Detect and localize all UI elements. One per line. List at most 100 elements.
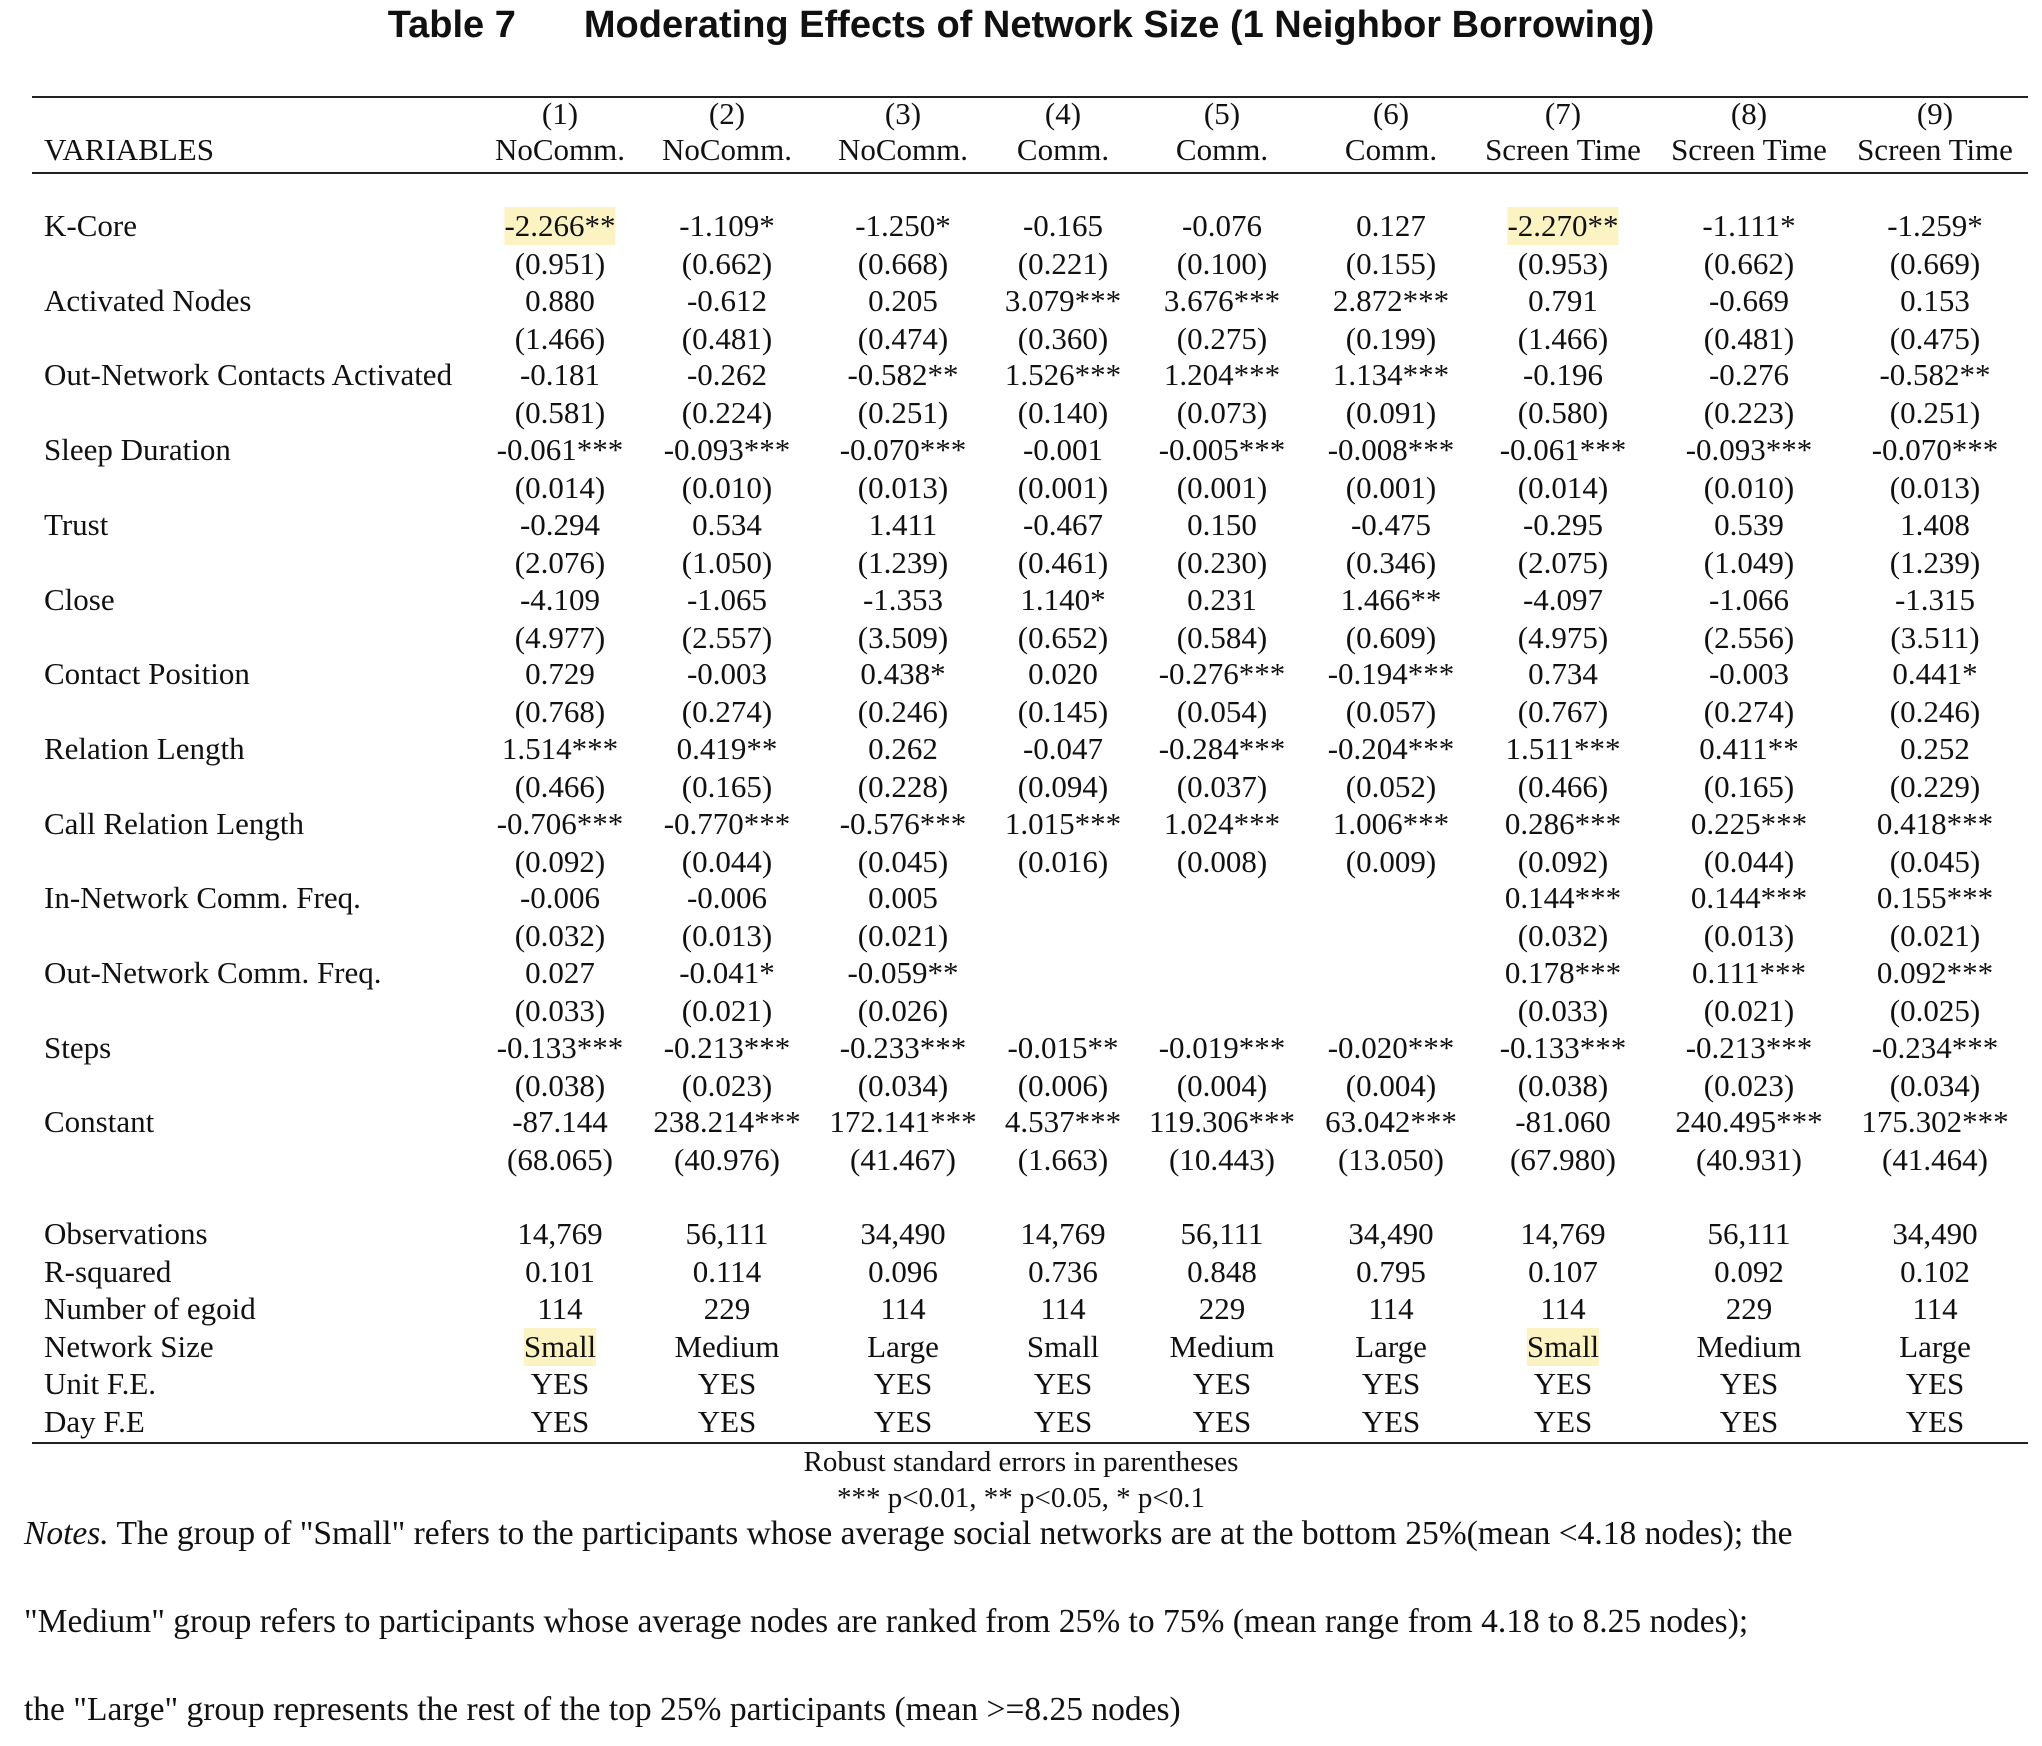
standard-error-cell: (0.199) bbox=[1345, 321, 1437, 356]
standard-error-cell: (0.033) bbox=[514, 993, 606, 1028]
coefficient-cell: -0.582** bbox=[1879, 357, 1991, 392]
coefficient-cell: -0.233*** bbox=[839, 1030, 967, 1065]
coefficient-cell: 0.411** bbox=[1699, 731, 1799, 766]
footnote-significance: *** p<0.01, ** p<0.05, * p<0.1 bbox=[836, 1482, 1206, 1514]
coefficient-cell: 0.005 bbox=[868, 880, 938, 915]
variable-name: Contact Position bbox=[44, 656, 250, 691]
coefficient-cell: -0.005*** bbox=[1158, 432, 1286, 467]
standard-error-cell: (0.014) bbox=[514, 470, 606, 505]
standard-error-cell: (0.223) bbox=[1703, 395, 1795, 430]
coefficient-cell: -0.181 bbox=[519, 357, 601, 392]
coefficient-cell: -1.109* bbox=[679, 208, 775, 243]
stat-value-cell: YES bbox=[873, 1366, 933, 1401]
standard-error-cell: (2.556) bbox=[1703, 620, 1795, 655]
standard-error-cell: (68.065) bbox=[507, 1142, 613, 1177]
standard-error-cell: (0.662) bbox=[681, 246, 773, 281]
coefficient-cell: -0.070*** bbox=[1871, 432, 1999, 467]
table-title: Table 7 Moderating Effects of Network Siz… bbox=[0, 4, 2042, 47]
stat-value-cell: Large bbox=[1899, 1329, 1971, 1364]
standard-error-cell: (0.013) bbox=[681, 918, 773, 953]
stat-value-cell: 0.795 bbox=[1356, 1254, 1426, 1289]
column-name: NoComm. bbox=[494, 132, 626, 167]
column-name: Comm. bbox=[1175, 132, 1269, 167]
coefficient-cell: 1.408 bbox=[1900, 507, 1970, 542]
stat-value-cell: YES bbox=[1361, 1404, 1421, 1439]
coefficient-cell: -0.234*** bbox=[1871, 1030, 1999, 1065]
standard-error-cell: (10.443) bbox=[1169, 1142, 1275, 1177]
stat-value-cell: YES bbox=[1361, 1366, 1421, 1401]
coefficient-cell: 0.111*** bbox=[1692, 955, 1806, 990]
standard-error-cell: (0.026) bbox=[857, 993, 949, 1028]
standard-error-cell: (40.976) bbox=[674, 1142, 780, 1177]
column-name: Screen Time bbox=[1671, 132, 1827, 167]
stat-name: Observations bbox=[44, 1216, 208, 1251]
stat-value-cell: 0.848 bbox=[1187, 1254, 1257, 1289]
coefficient-cell: 0.144*** bbox=[1504, 880, 1622, 915]
column-number: (9) bbox=[1916, 96, 1954, 131]
standard-error-cell: (0.584) bbox=[1176, 620, 1268, 655]
stat-value-cell: 34,490 bbox=[1348, 1216, 1434, 1251]
stat-value-cell: 0.107 bbox=[1528, 1254, 1598, 1289]
stat-value-cell: Small bbox=[523, 1328, 597, 1366]
standard-error-cell: (0.953) bbox=[1517, 246, 1609, 281]
column-number: (2) bbox=[708, 96, 746, 131]
stat-name: Day F.E bbox=[44, 1404, 145, 1439]
coefficient-cell: 0.027 bbox=[525, 955, 595, 990]
coefficient-cell: 0.155*** bbox=[1876, 880, 1994, 915]
coefficient-cell: 238.214*** bbox=[653, 1104, 801, 1139]
standard-error-cell: (0.580) bbox=[1517, 395, 1609, 430]
coefficient-cell: 0.262 bbox=[868, 731, 938, 766]
coefficient-cell: -0.213*** bbox=[1685, 1030, 1813, 1065]
coefficient-cell: 0.880 bbox=[525, 283, 595, 318]
stat-value-cell: 56,111 bbox=[1180, 1216, 1264, 1251]
standard-error-cell: (4.977) bbox=[514, 620, 606, 655]
column-name: NoComm. bbox=[661, 132, 793, 167]
variable-name: Constant bbox=[44, 1104, 155, 1139]
stat-value-cell: YES bbox=[1533, 1404, 1593, 1439]
stat-value-cell: 114 bbox=[1540, 1291, 1586, 1326]
standard-error-cell: (0.481) bbox=[1703, 321, 1795, 356]
stat-value-cell: YES bbox=[873, 1404, 933, 1439]
standard-error-cell: (0.045) bbox=[857, 844, 949, 879]
standard-error-cell: (0.023) bbox=[1703, 1068, 1795, 1103]
standard-error-cell: (13.050) bbox=[1338, 1142, 1444, 1177]
coefficient-cell: 0.729 bbox=[525, 656, 595, 691]
coefficient-cell: 119.306*** bbox=[1148, 1104, 1296, 1139]
stat-value-cell: 229 bbox=[1198, 1291, 1246, 1326]
standard-error-cell: (0.032) bbox=[514, 918, 606, 953]
notes-text-1: The group of "Small" refers to the parti… bbox=[108, 1515, 1793, 1552]
coefficient-cell: 0.153 bbox=[1900, 283, 1970, 318]
standard-error-cell: (0.275) bbox=[1176, 321, 1268, 356]
coefficient-cell: -0.294 bbox=[519, 507, 601, 542]
standard-error-cell: (1.663) bbox=[1017, 1142, 1109, 1177]
standard-error-cell: (0.767) bbox=[1517, 694, 1609, 729]
coefficient-cell: -0.612 bbox=[686, 283, 768, 318]
table-label: Table 7 bbox=[387, 4, 516, 46]
standard-error-cell: (0.669) bbox=[1889, 246, 1981, 281]
top-rule bbox=[32, 96, 2028, 98]
column-number: (7) bbox=[1544, 96, 1582, 131]
stat-value-cell: YES bbox=[530, 1404, 590, 1439]
standard-error-cell: (0.481) bbox=[681, 321, 773, 356]
standard-error-cell: (0.246) bbox=[857, 694, 949, 729]
variable-name: In-Network Comm. Freq. bbox=[44, 880, 361, 915]
standard-error-cell: (0.025) bbox=[1889, 993, 1981, 1028]
coefficient-cell: -0.093*** bbox=[1685, 432, 1813, 467]
coefficient-cell: 1.411 bbox=[868, 507, 938, 542]
coefficient-cell: 1.526*** bbox=[1004, 357, 1122, 392]
footnote-robust-se: Robust standard errors in parentheses bbox=[803, 1446, 1239, 1478]
standard-error-cell: (0.581) bbox=[514, 395, 606, 430]
coefficient-cell: 3.676*** bbox=[1163, 283, 1281, 318]
standard-error-cell: (0.016) bbox=[1017, 844, 1109, 879]
standard-error-cell: (0.014) bbox=[1517, 470, 1609, 505]
variable-name: Activated Nodes bbox=[44, 283, 252, 318]
coefficient-cell: -0.076 bbox=[1181, 208, 1263, 243]
standard-error-cell: (0.274) bbox=[1703, 694, 1795, 729]
coefficient-cell: -81.060 bbox=[1515, 1104, 1611, 1139]
stat-value-cell: 114 bbox=[1912, 1291, 1958, 1326]
coefficient-cell: 1.006*** bbox=[1332, 806, 1450, 841]
coefficient-cell: 0.539 bbox=[1714, 507, 1784, 542]
column-name: Screen Time bbox=[1857, 132, 2013, 167]
coefficient-cell: -0.019*** bbox=[1158, 1030, 1286, 1065]
standard-error-cell: (0.021) bbox=[1889, 918, 1981, 953]
